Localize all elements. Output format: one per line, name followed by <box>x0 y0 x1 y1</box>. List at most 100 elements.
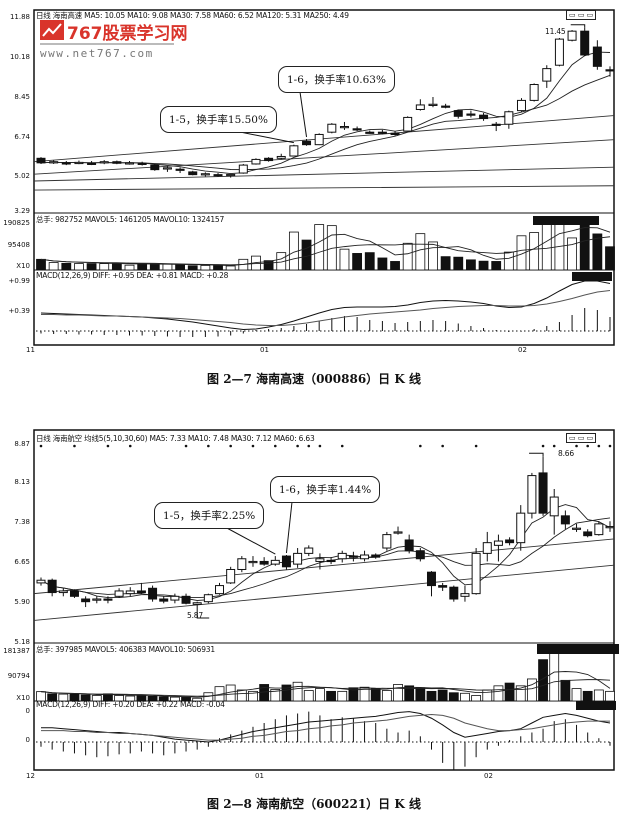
x-tick: 12 <box>26 772 35 780</box>
price-tick: 11.88 <box>9 13 30 21</box>
candle-down <box>137 162 147 165</box>
volume-bar <box>448 692 459 702</box>
signal-dot <box>419 444 422 448</box>
macd-tick: +0.99 <box>8 277 30 285</box>
low-marker <box>196 605 210 619</box>
figure-1-volume-header: 总手: 982752 MAVOL5: 1461205 MAVOL10: 1324… <box>36 215 225 224</box>
candle-down <box>592 46 602 67</box>
candle-down <box>583 531 593 537</box>
candle-up <box>114 590 124 597</box>
candle-down <box>538 472 548 514</box>
signal-dot <box>608 444 612 448</box>
peak-label: 11.45 <box>545 27 566 36</box>
candle-down <box>560 515 570 525</box>
candle-down <box>36 157 46 164</box>
ma-line-ma10 <box>40 74 611 171</box>
volume-tag <box>533 216 599 225</box>
volume-bar <box>225 265 236 271</box>
callout-pointer <box>299 91 308 138</box>
macd-dea-line <box>41 290 611 326</box>
signal-dot <box>229 444 232 448</box>
volume-bar <box>582 690 593 702</box>
price-tick: 6.65 <box>14 558 30 566</box>
figure-2-window-buttons[interactable]: ▭ ▭ ▭ <box>566 433 597 443</box>
candle-down <box>148 587 158 600</box>
volume-bar <box>478 260 489 271</box>
volume-bar <box>58 693 69 702</box>
volume-bar <box>390 261 400 271</box>
candle-up <box>276 155 286 159</box>
figure-1-window-buttons[interactable]: ▭ ▭ ▭ <box>566 10 597 20</box>
price-tick: 3.29 <box>14 207 30 215</box>
volume-tick: 90794 <box>7 672 30 680</box>
candle-up <box>200 173 210 176</box>
candle-up <box>125 590 135 595</box>
candle-down <box>112 161 122 164</box>
volume-bar <box>471 695 482 702</box>
candle-down <box>404 539 414 552</box>
candle-down <box>479 114 489 120</box>
candle-down <box>491 123 501 126</box>
candle-up <box>58 590 68 594</box>
x-tick: 01 <box>260 346 269 354</box>
volume-bar <box>124 264 135 271</box>
volume-bar <box>147 695 158 702</box>
candle-up <box>304 547 314 554</box>
candle-up <box>403 116 413 132</box>
candle-up <box>360 554 370 560</box>
candle-down <box>47 579 57 594</box>
callout-1-6: 1-6，换手率1.44% <box>270 476 381 503</box>
candle-down <box>175 168 185 171</box>
volume-bar <box>169 696 180 702</box>
volume-bar <box>491 261 502 271</box>
figure-2-header: 日线 海南航空 均线5(5,10,30,60) MA5: 7.33 MA10: … <box>36 434 315 443</box>
macd-tag <box>576 701 616 710</box>
price-tick: 10.18 <box>9 53 30 61</box>
candle-down <box>281 555 291 568</box>
candle-up <box>605 526 615 529</box>
candle-up <box>92 598 102 601</box>
volume-bar <box>47 693 58 702</box>
volume-bar <box>48 262 59 271</box>
candle-up <box>382 534 392 549</box>
volume-bar <box>567 237 577 271</box>
candle-down <box>264 157 274 162</box>
candle-up <box>125 162 135 165</box>
ma-line-ma60 <box>33 564 615 621</box>
candle-up <box>549 496 559 517</box>
candle-down <box>605 69 615 72</box>
volume-bar <box>61 262 72 271</box>
candle-up <box>529 84 539 101</box>
volume-bar <box>493 685 504 702</box>
volume-bar <box>213 265 223 271</box>
volume-bar <box>605 690 615 702</box>
volume-bar <box>453 256 464 271</box>
candle-up <box>270 559 280 565</box>
candle-up <box>471 552 481 595</box>
candle-down <box>103 598 113 601</box>
candle-up <box>493 540 503 546</box>
candle-up <box>393 531 403 534</box>
volume-bar <box>541 224 552 271</box>
candle-down <box>348 555 358 558</box>
candle-up <box>226 568 236 584</box>
volume-ma-10 <box>40 236 611 266</box>
candle-up <box>36 579 46 584</box>
candle-up <box>516 512 526 544</box>
candle-up <box>516 99 526 112</box>
volume-ma-10 <box>40 679 611 697</box>
figure-2-macd-header: MACD(12,26,9) DIFF: +0.20 DEA: +0.22 MAC… <box>36 700 225 709</box>
volume-bar <box>440 256 451 271</box>
volume-bar <box>137 263 148 271</box>
peak-label: 8.66 <box>558 449 574 458</box>
signal-dot <box>207 444 210 448</box>
callout-1-5: 1-5，换手率2.25% <box>154 502 265 529</box>
volume-bar <box>236 689 247 702</box>
volume-bar <box>415 233 426 271</box>
candle-down <box>69 590 79 597</box>
volume-bar <box>437 689 448 702</box>
volume-bar <box>605 246 615 271</box>
logo-chart-icon <box>40 20 64 40</box>
volume-bar <box>592 233 603 271</box>
volume-tick: 95408 <box>7 241 30 249</box>
